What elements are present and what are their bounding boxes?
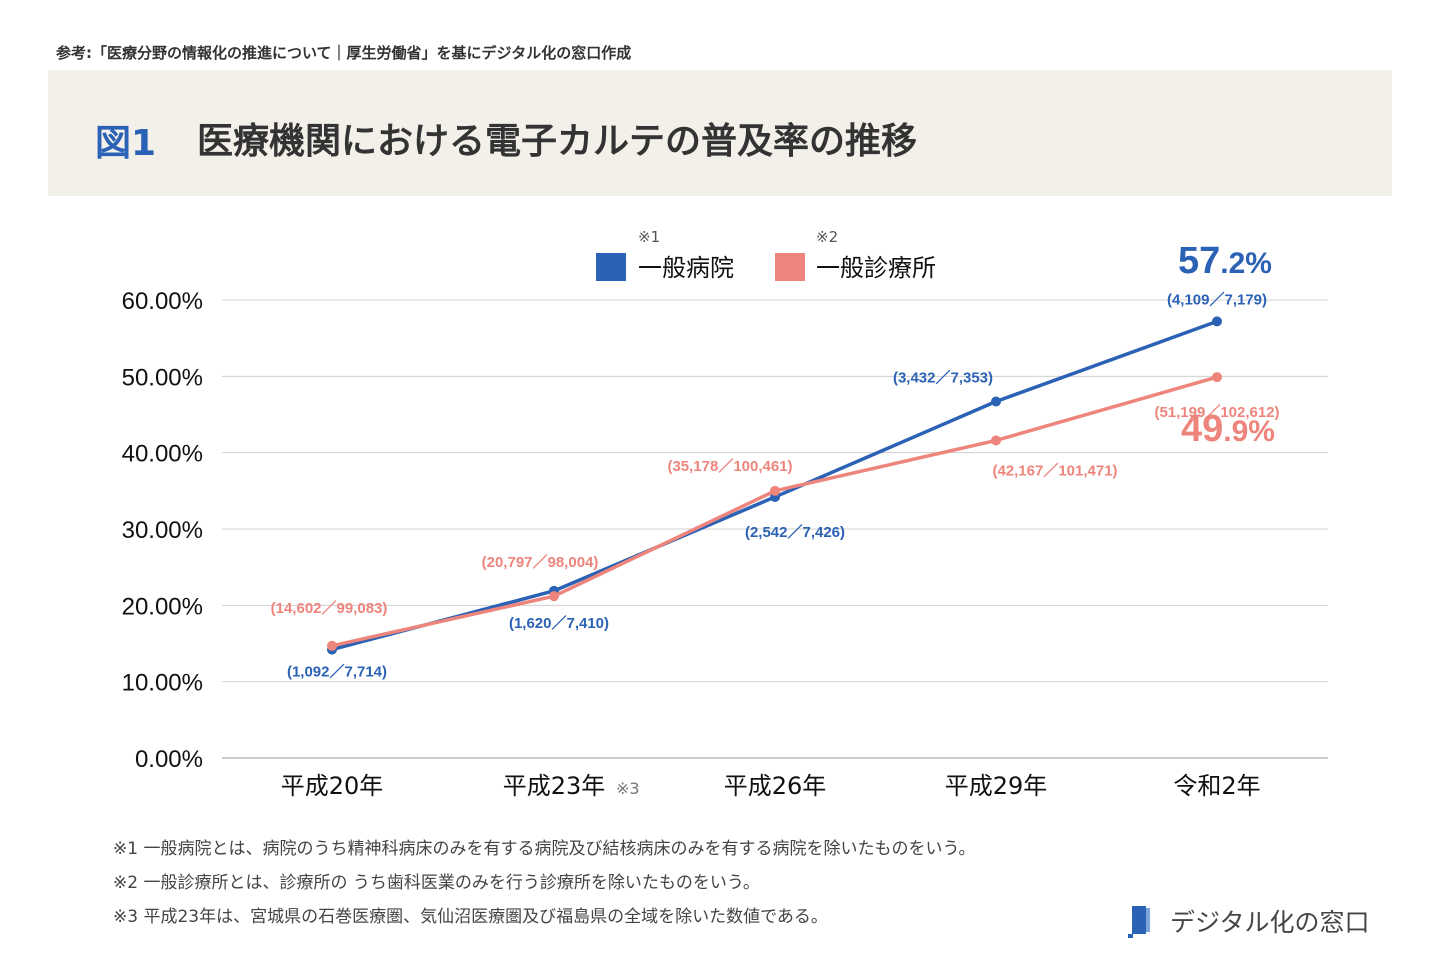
data-label: (14,602／99,083) — [271, 599, 388, 617]
legend-swatch — [775, 253, 805, 281]
footnote-3: ※3 平成23年は、宮城県の石巻医療圏、気仙沼医療圏及び福島県の全域を除いた数値… — [113, 907, 828, 927]
footnote-2: ※2 一般診療所とは、診療所の うち歯科医業のみを行う診療所を除いたものをいう。 — [113, 873, 760, 893]
x-tick-label: 平成20年 — [281, 772, 384, 800]
x-tick-label: 令和2年 — [1173, 772, 1260, 800]
data-point — [549, 591, 559, 602]
legend-note: ※2 — [816, 228, 838, 246]
x-tick-label: 平成26年 — [724, 772, 827, 800]
title-band — [48, 70, 1392, 196]
data-label: (2,542／7,426) — [745, 523, 845, 541]
door-icon — [1128, 904, 1158, 938]
source-note: 参考:「医療分野の情報化の推進について｜厚生労働省」を基にデジタル化の窓口作成 — [56, 44, 632, 62]
x-tick-label: 平成23年 — [503, 772, 606, 800]
footnote-1: ※1 一般病院とは、病院のうち精神科病床のみを有する病院及び結核病床のみを有する… — [113, 839, 976, 859]
data-label: (1,092／7,714) — [287, 663, 387, 681]
hospital-highlight-value: 57.2% — [1178, 240, 1272, 282]
data-point — [1212, 372, 1222, 383]
legend-swatch — [596, 253, 626, 281]
data-point — [991, 435, 1001, 446]
data-label: (42,167／101,471) — [992, 461, 1117, 479]
y-tick-label: 0.00% — [135, 746, 203, 773]
data-point — [991, 396, 1001, 407]
y-tick-label: 30.00% — [122, 517, 203, 544]
y-tick-label: 40.00% — [122, 441, 203, 468]
data-label: (20,797／98,004) — [482, 553, 599, 571]
x-tick-note: ※3 — [616, 779, 640, 798]
data-point — [1212, 316, 1222, 327]
data-label: (35,178／100,461) — [667, 457, 792, 475]
figure-number: 図1 — [95, 123, 157, 164]
data-label: (1,620／7,410) — [509, 614, 609, 632]
data-point — [327, 640, 337, 651]
y-tick-label: 10.00% — [122, 670, 203, 697]
footnotes: ※1 一般病院とは、病院のうち精神科病床のみを有する病院及び結核病床のみを有する… — [113, 832, 975, 934]
y-tick-label: 20.00% — [122, 593, 203, 620]
clinic-highlight-value: 49.9% — [1181, 408, 1275, 450]
x-tick-label: 平成29年 — [945, 772, 1048, 800]
legend-note: ※1 — [638, 228, 660, 246]
logo-text: デジタル化の窓口 — [1170, 908, 1370, 937]
figure-title: 医療機関における電子カルテの普及率の推移 — [197, 121, 918, 162]
y-tick-label: 60.00% — [122, 288, 203, 315]
series-line — [331, 319, 1218, 652]
brand-logo: デジタル化の窓口 — [1128, 903, 1370, 939]
data-label: (4,109／7,179) — [1167, 290, 1267, 308]
legend-label: 一般病院 — [638, 254, 734, 282]
legend-label: 一般診療所 — [816, 254, 936, 282]
data-point — [770, 485, 780, 496]
data-label: (3,432／7,353) — [893, 369, 993, 387]
data-label: (51,199／102,612) — [1154, 403, 1279, 421]
y-tick-label: 50.00% — [122, 364, 203, 391]
